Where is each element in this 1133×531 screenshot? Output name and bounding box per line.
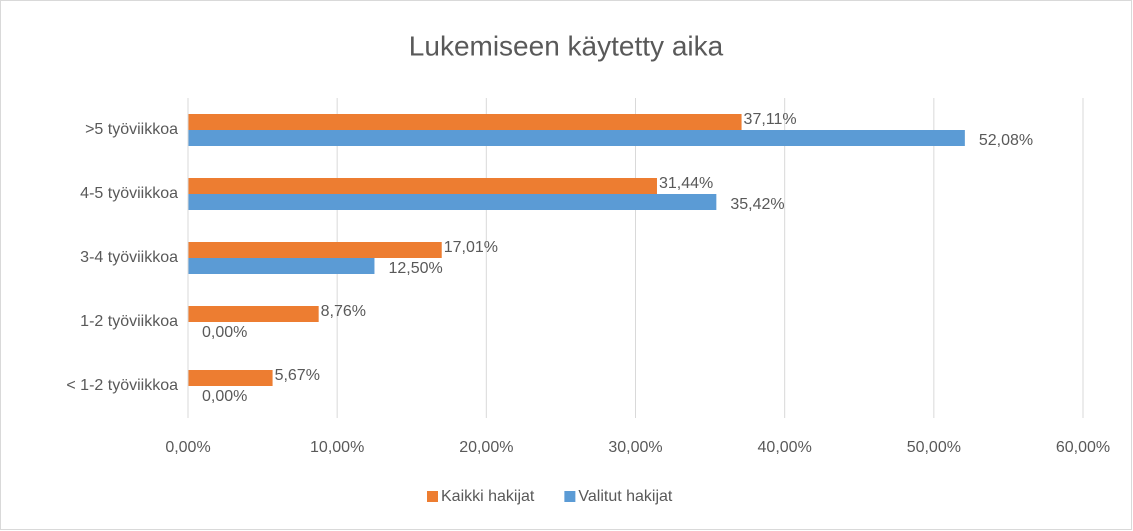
y-tick-label: >5 työviikkoa [85, 121, 178, 138]
legend-label: Kaikki hakijat [441, 488, 535, 505]
x-tick-label: 50,00% [907, 439, 961, 456]
bar [188, 306, 319, 322]
bar [188, 258, 375, 274]
x-tick-label: 40,00% [758, 439, 812, 456]
x-tick-label: 20,00% [459, 439, 513, 456]
chart-title: Lukemiseen käytetty aika [409, 30, 724, 61]
value-label: 12,50% [388, 260, 442, 277]
bar [188, 194, 717, 210]
value-label: 52,08% [979, 132, 1033, 149]
value-label: 0,00% [202, 324, 247, 341]
bar [188, 370, 273, 386]
y-tick-label: < 1-2 työviikkoa [66, 377, 178, 394]
legend-label: Valitut hakijat [578, 488, 673, 505]
value-label: 0,00% [202, 388, 247, 405]
x-tick-label: 10,00% [310, 439, 364, 456]
bar [188, 178, 657, 194]
x-tick-label: 30,00% [608, 439, 662, 456]
value-label: 8,76% [321, 303, 366, 320]
legend-swatch [427, 491, 438, 502]
value-label: 5,67% [275, 367, 320, 384]
value-label: 17,01% [444, 239, 498, 256]
value-label: 31,44% [659, 175, 713, 192]
value-label: 35,42% [730, 196, 784, 213]
x-tick-label: 0,00% [165, 439, 210, 456]
y-tick-label: 4-5 työviikkoa [80, 185, 178, 202]
bar [188, 130, 965, 146]
y-tick-label: 3-4 työviikkoa [80, 249, 178, 266]
x-tick-label: 60,00% [1056, 439, 1110, 456]
bar [188, 114, 742, 130]
legend-swatch [564, 491, 576, 502]
y-tick-label: 1-2 työviikkoa [80, 313, 178, 330]
bar [188, 242, 442, 258]
value-label: 37,11% [744, 111, 797, 128]
